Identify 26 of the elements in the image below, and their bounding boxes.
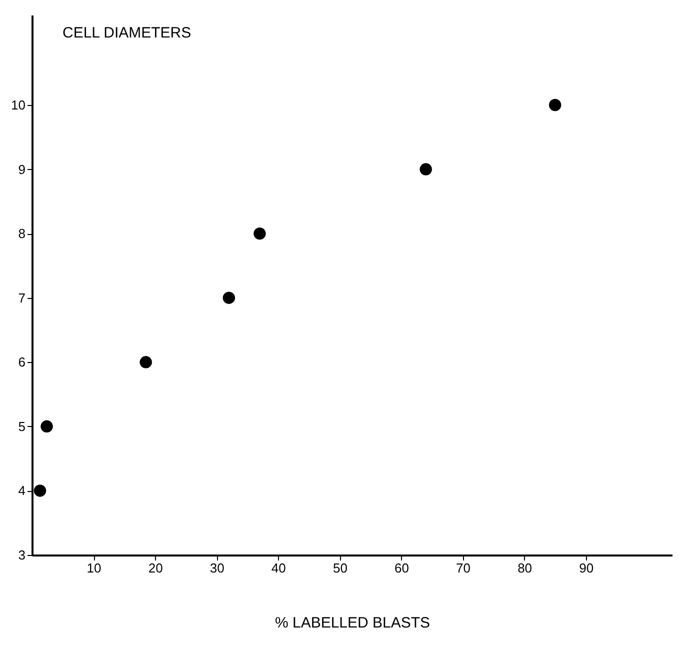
x-tick-label: 60 — [394, 560, 409, 576]
y-axis-title: CELL DIAMETERS — [62, 24, 192, 42]
y-tick-label: 6 — [18, 354, 26, 370]
x-tick-label: 90 — [579, 560, 594, 576]
point — [254, 227, 266, 240]
x-tick-label: 80 — [518, 560, 532, 576]
y-tick-label: 5 — [18, 418, 26, 434]
x-tick-label: 50 — [332, 560, 348, 576]
y-tick-label: 3 — [18, 548, 26, 562]
x-tick-label: 40 — [271, 560, 286, 576]
point — [140, 356, 152, 368]
y-tick-label: 10 — [11, 98, 26, 112]
x-tick-label: 10 — [86, 560, 102, 576]
point — [222, 292, 236, 304]
point — [420, 163, 432, 176]
x-tick-label: 30 — [210, 560, 224, 576]
point — [34, 484, 46, 497]
point — [548, 98, 562, 112]
y-tick-label: 4 — [18, 483, 26, 498]
x-axis-title: % LABELLED BLASTS — [274, 614, 430, 632]
y-tick-label: 9 — [18, 162, 26, 177]
point — [40, 420, 53, 433]
x-tick-label: 70 — [456, 560, 471, 576]
y-tick-label: 7 — [18, 290, 26, 306]
x-tick-label: 20 — [148, 560, 163, 576]
y-tick-label: 8 — [18, 226, 26, 242]
